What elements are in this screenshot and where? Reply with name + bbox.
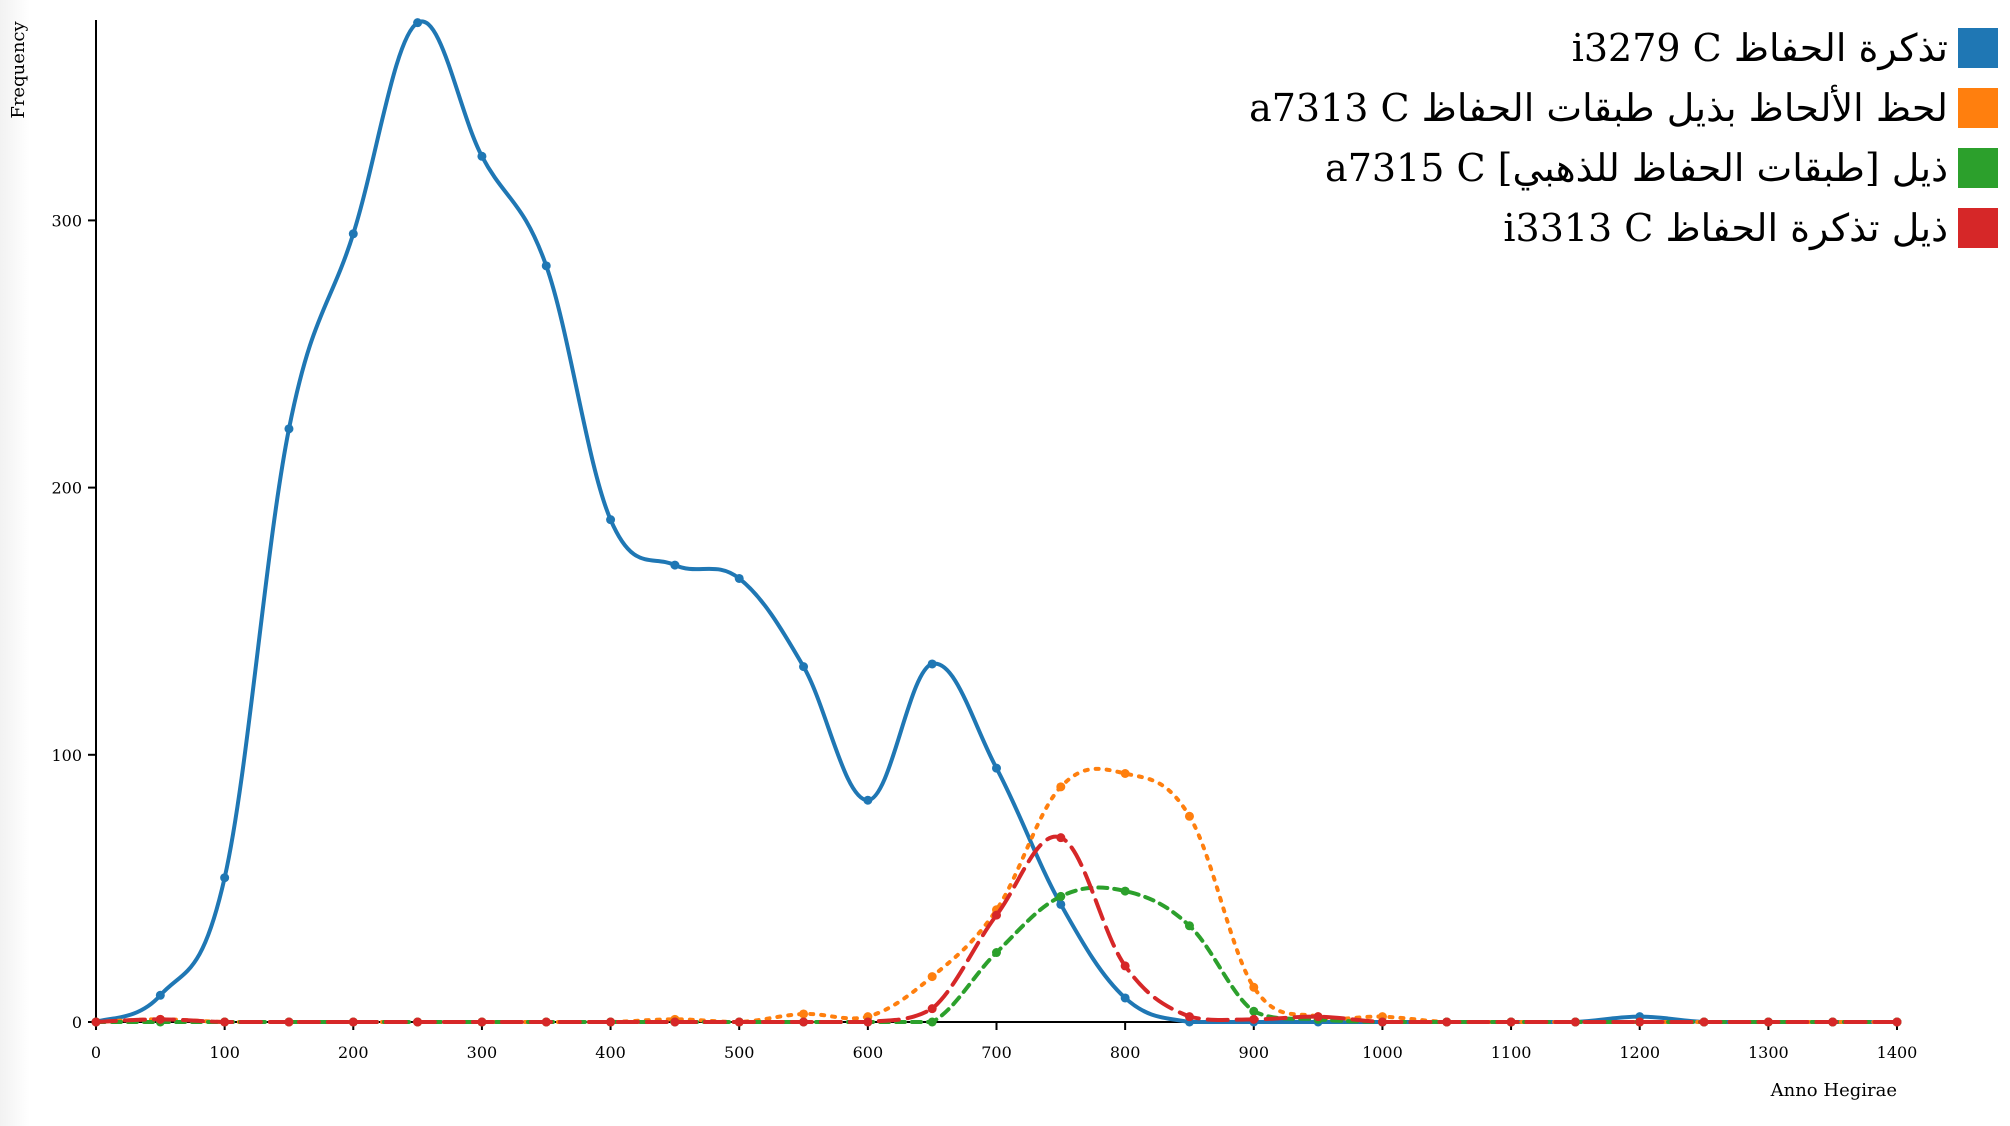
- y-tick-label: 200: [51, 479, 82, 498]
- data-point: [1120, 993, 1130, 1003]
- series-line: [94, 834, 1899, 1024]
- x-tick-label: 0: [91, 1043, 101, 1062]
- data-point: [284, 424, 294, 434]
- data-point: [863, 795, 873, 805]
- data-point: [220, 873, 230, 883]
- data-point: [348, 1017, 358, 1027]
- x-tick-label: 800: [1110, 1043, 1141, 1062]
- data-point: [1249, 1014, 1259, 1024]
- x-tick-label: 700: [981, 1043, 1012, 1062]
- x-tick-label: 400: [595, 1043, 626, 1062]
- legend-item[interactable]: لحظ الألحاظ بذيل طبقات الحفاظ a7313 C: [1249, 78, 1998, 138]
- data-point: [606, 1017, 616, 1027]
- data-point: [1442, 1017, 1452, 1027]
- data-point: [606, 515, 616, 525]
- legend-item[interactable]: تذكرة الحفاظ i3279 C: [1249, 18, 1998, 78]
- x-tick-label: 600: [853, 1043, 884, 1062]
- data-point: [863, 1017, 873, 1027]
- data-point: [1120, 886, 1130, 896]
- data-point: [927, 1004, 937, 1014]
- data-point: [734, 1017, 744, 1027]
- data-point: [1828, 1017, 1838, 1027]
- x-tick-label: 1100: [1491, 1043, 1532, 1062]
- x-tick-label: 500: [724, 1043, 755, 1062]
- series-group: [91, 18, 1902, 1027]
- data-point: [220, 1017, 230, 1027]
- x-axis-title: Anno Hegirae: [1770, 1080, 1897, 1101]
- x-tick-label: 100: [209, 1043, 240, 1062]
- x-tick-label: 1000: [1362, 1043, 1403, 1062]
- legend-item[interactable]: ذيل تذكرة الحفاظ i3313 C: [1249, 198, 1998, 258]
- data-point: [799, 1017, 809, 1027]
- data-point: [413, 1017, 423, 1027]
- legend-label: تذكرة الحفاظ i3279 C: [1571, 26, 1948, 70]
- data-point: [541, 261, 551, 271]
- data-point: [1184, 811, 1194, 821]
- data-point: [477, 1017, 487, 1027]
- tick-group: 0 100 200 300 400 500 600 700 800 900 1000 1100 1200…: [51, 211, 1917, 1062]
- data-point: [927, 659, 937, 669]
- data-point: [477, 151, 487, 161]
- data-point: [1763, 1017, 1773, 1027]
- data-point: [670, 1017, 680, 1027]
- data-point: [799, 1009, 809, 1019]
- data-point: [670, 560, 680, 570]
- data-point: [734, 573, 744, 583]
- series: [91, 833, 1902, 1027]
- data-point: [348, 229, 358, 239]
- data-point: [992, 763, 1001, 773]
- data-point: [91, 1017, 101, 1027]
- data-point: [799, 662, 809, 672]
- data-point: [1184, 921, 1194, 931]
- legend-item[interactable]: ذيل [طبقات الحفاظ للذهبي] a7315 C: [1249, 138, 1998, 198]
- data-point: [927, 972, 937, 982]
- legend-label: لحظ الألحاظ بذيل طبقات الحفاظ a7313 C: [1249, 86, 1948, 130]
- legend-swatch: [1958, 148, 1998, 188]
- data-point: [992, 948, 1001, 958]
- data-point: [1313, 1012, 1323, 1022]
- legend: تذكرة الحفاظ i3279 C لحظ الألحاظ بذيل طب…: [1249, 18, 1998, 258]
- data-point: [284, 1017, 294, 1027]
- data-point: [1056, 899, 1066, 909]
- y-tick-label: 100: [51, 746, 82, 765]
- data-point: [1056, 782, 1066, 792]
- legend-swatch: [1958, 88, 1998, 128]
- data-point: [1635, 1017, 1645, 1027]
- x-tick-label: 1200: [1619, 1043, 1660, 1062]
- y-tick-label: 0: [72, 1013, 82, 1032]
- x-tick-label: 200: [338, 1043, 369, 1062]
- x-tick-label: 300: [467, 1043, 498, 1062]
- data-point: [992, 910, 1001, 920]
- legend-swatch: [1958, 28, 1998, 68]
- data-point: [1249, 982, 1259, 992]
- x-tick-label: 900: [1239, 1043, 1270, 1062]
- data-point: [927, 1017, 937, 1027]
- legend-swatch: [1958, 208, 1998, 248]
- data-point: [1056, 891, 1066, 901]
- data-point: [541, 1017, 551, 1027]
- x-tick-label: 1400: [1877, 1043, 1918, 1062]
- data-point: [413, 18, 423, 28]
- data-point: [1506, 1017, 1516, 1027]
- series-line: [94, 766, 1899, 1024]
- data-point: [1570, 1017, 1580, 1027]
- data-point: [1892, 1017, 1902, 1027]
- data-point: [1056, 833, 1066, 843]
- data-point: [1699, 1017, 1709, 1027]
- data-point: [1184, 1012, 1194, 1022]
- data-point: [1377, 1017, 1387, 1027]
- data-point: [1120, 769, 1130, 779]
- data-point: [155, 1014, 165, 1024]
- legend-label: ذيل [طبقات الحفاظ للذهبي] a7315 C: [1325, 146, 1948, 190]
- data-point: [155, 990, 165, 1000]
- data-point: [1120, 961, 1130, 971]
- x-tick-label: 1300: [1748, 1043, 1789, 1062]
- legend-label: ذيل تذكرة الحفاظ i3313 C: [1503, 206, 1948, 250]
- y-axis-title: Frequency: [8, 20, 29, 118]
- series: [91, 766, 1902, 1027]
- data-point: [1249, 1006, 1259, 1016]
- y-tick-label: 300: [51, 211, 82, 230]
